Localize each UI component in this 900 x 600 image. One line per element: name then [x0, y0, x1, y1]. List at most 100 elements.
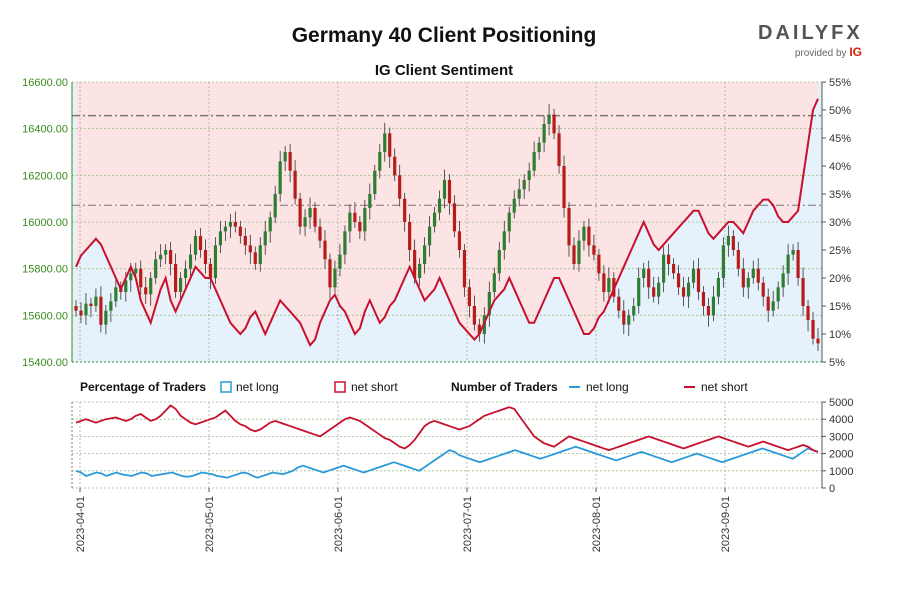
candle-body [547, 114, 551, 124]
candle-body [756, 268, 760, 283]
date-tick-label: 2023-04-01 [75, 496, 87, 552]
candle-body [736, 250, 740, 269]
price-tick-label: 15400.00 [22, 357, 68, 369]
price-tick-label: 16000.00 [22, 217, 68, 229]
candle-body [766, 296, 770, 311]
candle-body [686, 282, 691, 297]
candle-body [99, 296, 103, 325]
candle-body [323, 240, 327, 260]
candle-body [497, 250, 501, 274]
candle-body [427, 226, 432, 246]
candle-body [348, 212, 352, 232]
pct-tick-label: 25% [829, 245, 851, 257]
candle-body [492, 273, 496, 292]
candle-body [198, 236, 203, 250]
price-tick-label: 16200.00 [22, 170, 68, 182]
candle-body [602, 273, 606, 292]
pct-tick-label: 5% [829, 357, 845, 369]
candle-body [706, 306, 711, 316]
candle-body [258, 245, 262, 264]
logo-provided-text: provided by [794, 48, 847, 59]
candle-body [457, 231, 462, 250]
candle-body [388, 133, 392, 157]
short-area-fill [76, 82, 818, 346]
candle-body [617, 296, 621, 311]
candle-body [791, 250, 795, 255]
candle-body [502, 231, 506, 250]
candle-body [313, 208, 317, 227]
logo-wordmark: DAILYFX [758, 22, 863, 44]
candle-body [159, 254, 163, 260]
ig-brand: IG [849, 45, 862, 59]
candle-body [557, 133, 561, 166]
candle-body [577, 240, 581, 264]
candle-body [627, 315, 631, 325]
price-tick-label: 16400.00 [22, 124, 68, 136]
date-tick-label: 2023-06-01 [333, 496, 345, 552]
pct-tick-label: 45% [829, 133, 851, 145]
candle-body [721, 245, 725, 278]
candle-body [771, 301, 775, 311]
candle-body [129, 273, 133, 281]
candle-body [178, 278, 183, 292]
candle-body [268, 217, 272, 232]
pct-tick-label: 15% [829, 301, 851, 313]
candle-body [318, 226, 322, 241]
candle-body [228, 222, 232, 227]
candle-body [751, 268, 755, 278]
candle-body [328, 259, 332, 288]
date-tick-label: 2023-08-01 [591, 496, 603, 552]
candle-body [149, 278, 153, 295]
candle-body [393, 156, 397, 176]
pct-tick-label: 20% [829, 273, 851, 285]
traders-net-short-line [75, 404, 819, 453]
pct-tick-label: 55% [829, 77, 851, 89]
date-tick-label: 2023-05-01 [204, 496, 216, 552]
candle-body [681, 287, 686, 297]
candle-body [587, 226, 591, 246]
candle-body [462, 250, 467, 288]
candle-body [333, 268, 337, 288]
candle-body [74, 306, 78, 311]
price-tick-label: 16600.00 [22, 77, 68, 89]
chart-title: Germany 40 Client Positioning [291, 24, 597, 47]
candle-body [716, 278, 721, 297]
candle-body [263, 231, 267, 246]
candle-body [432, 212, 437, 227]
candle-body [283, 152, 287, 162]
candle-body [193, 236, 198, 255]
candle-body [517, 189, 521, 199]
candle-body [632, 306, 636, 316]
candle-body [124, 280, 128, 292]
candle-body [522, 180, 526, 190]
candle-body [786, 254, 790, 274]
candle-body [667, 254, 671, 264]
candle-body [338, 254, 342, 269]
candle-body [203, 250, 208, 264]
candle-body [353, 212, 357, 222]
candle-body [223, 226, 227, 232]
candle-body [308, 208, 312, 218]
candle-body [188, 254, 193, 269]
candle-body [154, 259, 158, 278]
candle-body [567, 208, 571, 246]
candle-body [671, 264, 676, 274]
date-tick-label: 2023-09-01 [720, 496, 732, 552]
candle-body [597, 254, 601, 274]
candle-body [418, 264, 422, 278]
candle-body [253, 252, 257, 264]
traders-tick-label: 0 [829, 483, 835, 495]
legend-pct-label: Percentage of Traders [80, 380, 206, 394]
candle-body [408, 222, 412, 250]
legend-num-label: Number of Traders [451, 380, 558, 394]
candle-body [437, 198, 442, 213]
traders-tick-label: 2000 [829, 449, 853, 461]
candle-body [94, 296, 98, 306]
legend-net-long-text: net long [236, 380, 279, 394]
candle-body [343, 231, 347, 255]
candle-body [447, 180, 452, 204]
pct-tick-label: 50% [829, 105, 851, 117]
candle-body [572, 245, 576, 264]
date-tick-label: 2023-07-01 [462, 496, 474, 552]
candle-body [114, 287, 118, 302]
